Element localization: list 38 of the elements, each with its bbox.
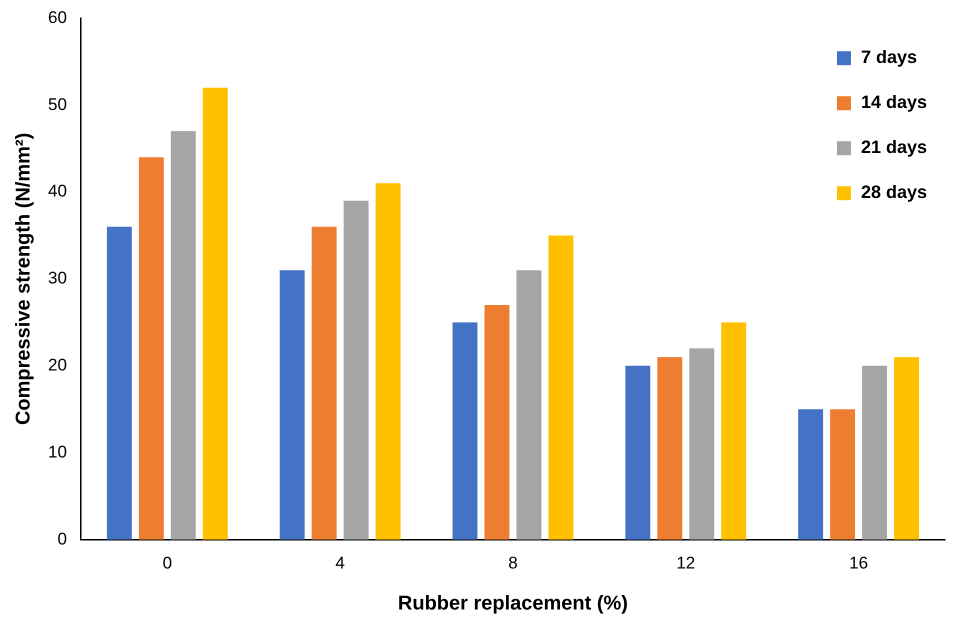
bar <box>862 366 888 540</box>
bar <box>721 322 746 540</box>
y-tick-label: 20 <box>48 355 67 374</box>
legend-label: 21 days <box>860 137 928 158</box>
x-tick-label: 12 <box>676 553 696 572</box>
bar <box>798 409 824 540</box>
y-tick-label: 40 <box>48 182 67 201</box>
bar <box>830 409 856 540</box>
x-tick-label: 16 <box>849 553 868 572</box>
y-tick-label: 10 <box>48 442 67 462</box>
x-tick-label: 0 <box>162 553 172 572</box>
bar <box>344 200 369 540</box>
bar <box>548 235 574 540</box>
bar <box>202 88 228 540</box>
bar <box>280 270 305 540</box>
bar <box>376 183 401 540</box>
y-tick-label: 0 <box>57 529 67 548</box>
x-axis-title: Rubber replacement (%) <box>398 592 628 615</box>
legend-label: 14 days <box>860 92 928 112</box>
y-axis-title: Compressive strength (N/mm²) <box>12 132 35 426</box>
bar <box>625 366 650 540</box>
y-tick-label: 30 <box>48 268 67 288</box>
bar <box>657 357 682 540</box>
bar <box>452 322 478 540</box>
x-tick-label: 8 <box>508 553 518 572</box>
y-tick-label: 60 <box>48 8 67 27</box>
legend-label: 7 days <box>860 47 917 68</box>
bar <box>484 304 510 540</box>
legend-label: 28 days <box>860 182 928 202</box>
bar <box>106 226 132 540</box>
bar <box>894 357 920 540</box>
y-tick-label: 50 <box>48 94 67 114</box>
bar <box>170 131 196 540</box>
bar <box>689 348 714 540</box>
x-tick-label: 4 <box>335 553 345 572</box>
bar <box>312 226 337 540</box>
bar <box>138 157 164 540</box>
bar <box>516 270 542 540</box>
